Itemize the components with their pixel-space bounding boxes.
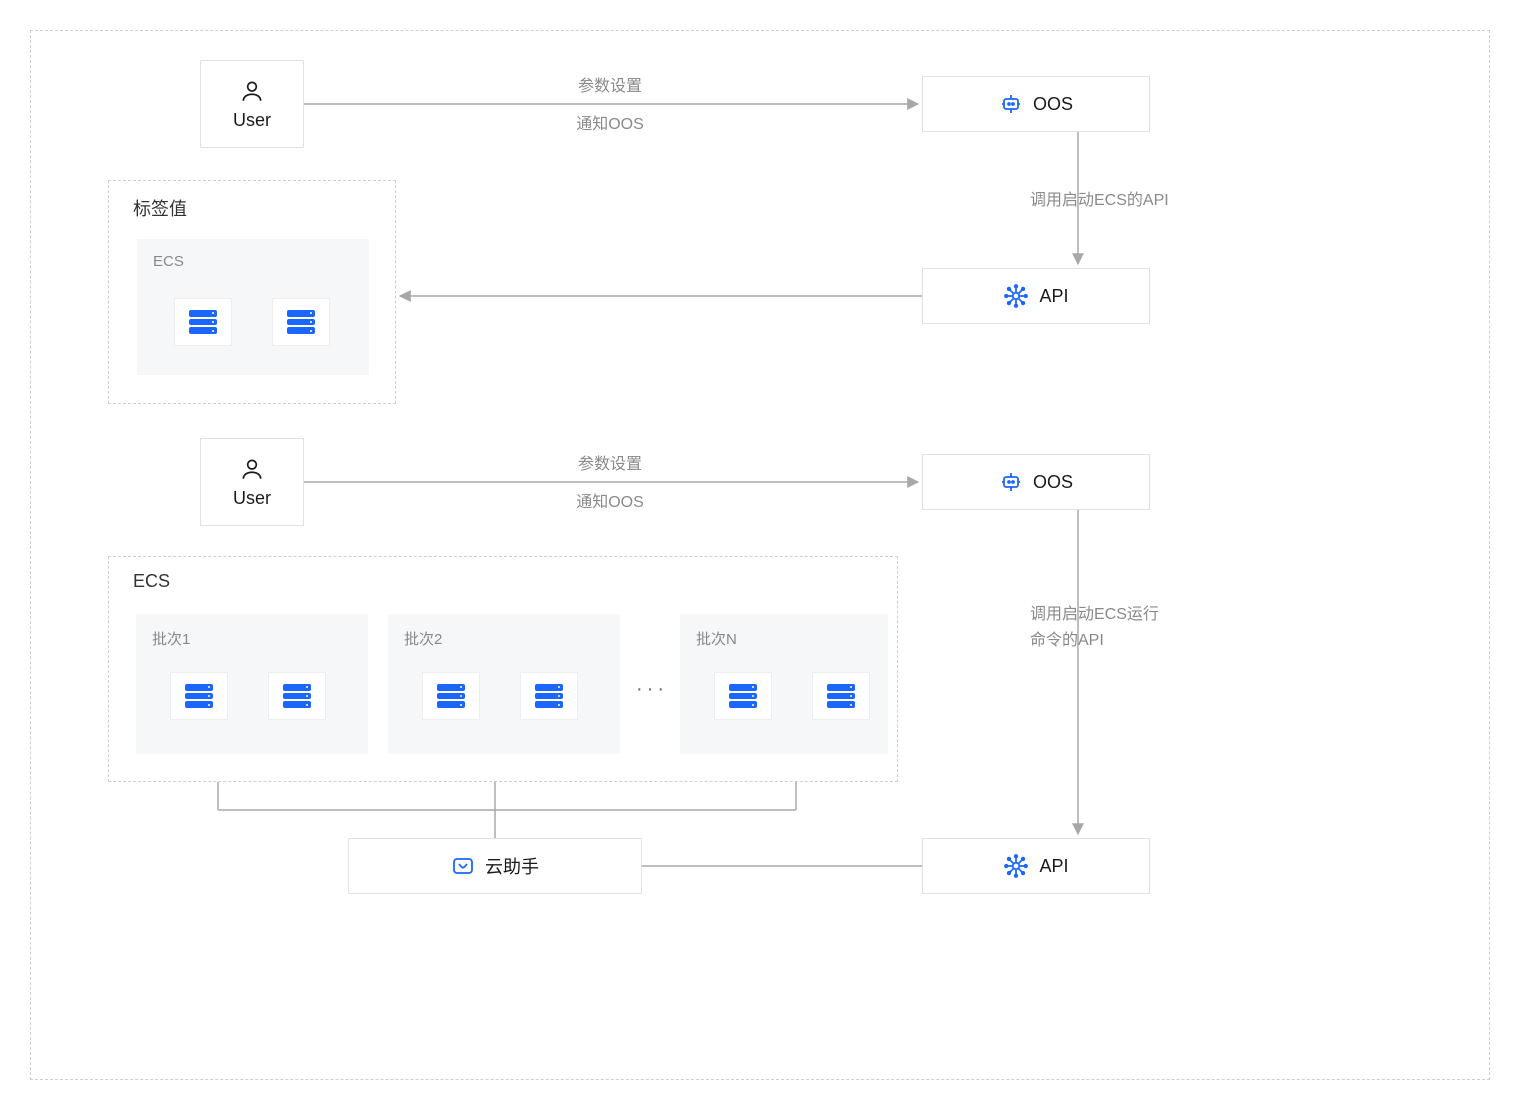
api-icon [1003, 853, 1029, 879]
server-icon [185, 684, 213, 708]
edge-user-oos-top-1: 参数设置 [540, 74, 680, 100]
oos-node-1: OOS [922, 76, 1150, 132]
api-icon [1003, 283, 1029, 309]
edge-oos-api-2-line1: 调用启动ECS运行 [1030, 602, 1159, 628]
user-icon [239, 78, 265, 104]
batch-ellipsis: ··· [636, 678, 668, 701]
user-node-1: User [200, 60, 304, 148]
server-cell [812, 672, 870, 720]
edge-oos-api-1: 调用启动ECS的API [1030, 188, 1169, 214]
user-node-2: User [200, 438, 304, 526]
cloud-assistant-icon [451, 854, 475, 878]
edge-user-oos-bottom-1: 通知OOS [540, 112, 680, 138]
batch-n-label: 批次N [696, 628, 737, 649]
user-label-2: User [233, 488, 271, 509]
server-cell-1a [174, 298, 232, 346]
server-cell [714, 672, 772, 720]
oos-node-2: OOS [922, 454, 1150, 510]
server-icon [827, 684, 855, 708]
api-label-2: API [1039, 856, 1068, 877]
oos-label-1: OOS [1033, 94, 1073, 115]
api-node-2: API [922, 838, 1150, 894]
cloud-assistant-node: 云助手 [348, 838, 642, 894]
batch-2-label: 批次2 [404, 628, 442, 649]
ecs-inner-fill: ECS [137, 239, 369, 375]
server-icon [287, 310, 315, 334]
batch-1-label: 批次1 [152, 628, 190, 649]
server-cell-1b [272, 298, 330, 346]
server-cell [520, 672, 578, 720]
edge-oos-api-2-line2: 命令的API [1030, 628, 1104, 654]
ecs-group-title: ECS [133, 571, 170, 592]
edge-user-oos-top-2: 参数设置 [540, 452, 680, 478]
server-icon [437, 684, 465, 708]
user-label-1: User [233, 110, 271, 131]
server-cell [170, 672, 228, 720]
server-icon [535, 684, 563, 708]
oos-label-2: OOS [1033, 472, 1073, 493]
server-cell [268, 672, 326, 720]
oos-icon [999, 470, 1023, 494]
edge-user-oos-bottom-2: 通知OOS [540, 490, 680, 516]
user-icon [239, 456, 265, 482]
diagram-canvas: User OOS API 参数设置 通知OOS 调用启动ECS的API 标 [0, 0, 1520, 1116]
server-icon [729, 684, 757, 708]
api-label-1: API [1039, 286, 1068, 307]
tag-value-group: 标签值 ECS [108, 180, 396, 404]
server-cell [422, 672, 480, 720]
ecs-inner-label: ECS [153, 253, 184, 270]
oos-icon [999, 92, 1023, 116]
tag-value-title: 标签值 [133, 195, 187, 221]
server-icon [189, 310, 217, 334]
server-icon [283, 684, 311, 708]
api-node-1: API [922, 268, 1150, 324]
assistant-label: 云助手 [485, 853, 539, 879]
